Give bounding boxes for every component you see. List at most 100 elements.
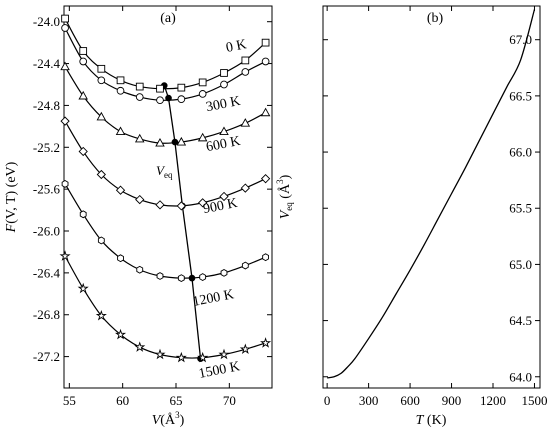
panel-b: 0 300 600 900 1200 1500 64.0 64.5 65.0 65.5 66.0 66… [275,5,547,428]
marker-hexagon [262,253,269,262]
marker-square [79,47,88,55]
y-tick-label: -25.6 [33,182,61,197]
veq-point [188,274,196,282]
marker-circle [156,96,164,105]
marker-circle [79,57,88,66]
panel-b-ylabel: Veq (Å3) [275,174,294,219]
series-label: 300 K [205,94,242,115]
marker-triangle [60,61,70,71]
marker-triangle [155,137,165,147]
marker-circle [135,93,144,101]
marker-triangle [96,111,107,121]
y-tick-label: 65.0 [509,257,532,272]
marker-triangle [115,126,126,136]
x-tick-label: 55 [63,393,76,408]
x-tick-label: 60 [116,393,129,408]
panel-a-label: (a) [160,11,176,26]
y-tick-label: 64.0 [509,369,532,384]
panel-a-ylabel: F(V, T) (eV) [4,161,19,233]
x-tick-label: 65 [170,393,183,408]
series-label: 600 K [205,134,242,155]
marker-star [154,348,166,360]
marker-hexagon [79,210,87,219]
marker-circle [116,86,125,95]
marker-diamond [96,169,106,180]
y-tick-label: 64.5 [509,313,532,328]
marker-triangle [260,107,271,117]
marker-hexagon [61,179,69,188]
marker-hexagon [177,274,185,283]
y-tick-label: 66.5 [509,88,532,103]
y-tick-label: -25.2 [33,140,60,155]
marker-square [116,76,125,85]
y-tick-label: -24.0 [33,14,60,29]
marker-diamond [198,198,208,208]
marker-square [198,78,207,87]
y-tick-label: -26.0 [33,224,60,239]
marker-triangle [219,126,229,136]
marker-triangle [78,90,88,100]
panel-a-markers [59,14,272,363]
marker-circle [177,95,186,103]
marker-hexagon [241,261,249,270]
y-tick-label: -27.2 [33,349,60,364]
marker-triangle [176,136,187,146]
x-tick-label: 900 [442,393,462,408]
marker-diamond [135,194,145,205]
marker-square [97,64,106,73]
marker-hexagon [199,273,207,281]
marker-circle [61,24,69,32]
marker-diamond [176,201,186,211]
y-tick-label: -26.8 [33,307,60,322]
marker-circle [220,80,228,89]
marker-star [260,337,272,348]
x-tick-label: 1500 [521,393,547,408]
x-tick-label: 0 [324,393,331,408]
panel-a: 55 60 65 70 -24.0 -24.4 -24.8 -25.2 -25.6 -26.0 -2… [4,5,273,428]
x-tick-label: 300 [359,393,379,408]
marker-diamond [219,191,229,202]
marker-star [239,343,251,354]
marker-star [218,348,230,360]
panel-b-curve [327,9,536,379]
panel-b-xlabel: T (K) [416,413,447,428]
marker-circle [261,57,270,66]
panel-b-label: (b) [427,11,444,26]
y-tick-label: 67.0 [509,32,532,47]
x-tick-label: 1200 [480,393,506,408]
x-tick-label: 600 [400,393,420,408]
y-tick-label: -24.4 [33,56,61,71]
marker-circle [97,76,106,85]
marker-triangle [240,118,251,127]
marker-square [261,38,270,47]
veq-vs-t-curve [327,9,536,379]
marker-star [114,328,127,340]
marker-star [95,309,107,321]
marker-star [77,282,89,294]
marker-circle [198,90,207,98]
marker-hexagon [220,268,228,277]
marker-square [135,82,144,91]
marker-diamond [115,185,126,195]
panel-a-xlabel: V(Å3) [152,410,185,428]
marker-star [59,250,71,261]
veq-point [165,94,172,102]
panel-b-frame [322,5,541,389]
marker-square [61,14,69,23]
marker-diamond [260,174,271,184]
marker-hexagon [97,236,105,245]
marker-circle [241,68,250,76]
veq-label: Veq [156,163,173,180]
marker-diamond [240,183,250,193]
x-tick-label: 70 [223,393,236,408]
marker-hexagon [156,272,164,280]
marker-square [156,84,164,93]
y-tick-label: -24.8 [33,98,60,113]
marker-triangle [197,132,208,142]
y-tick-label: 65.5 [509,201,532,216]
series-label: 900 K [202,196,239,217]
marker-hexagon [117,254,124,263]
marker-diamond [60,116,70,126]
